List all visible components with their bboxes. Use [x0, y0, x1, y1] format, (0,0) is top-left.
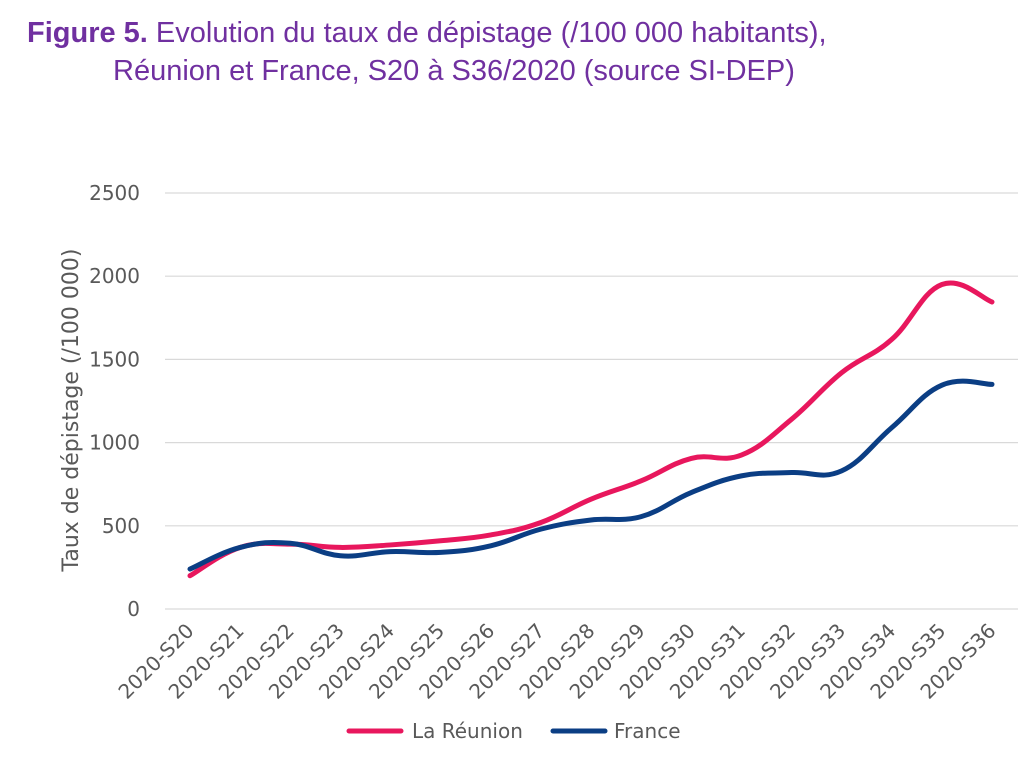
series-lines — [187, 280, 995, 579]
y-axis-tick-labels: 0 500 1000 1500 2000 2500 — [89, 181, 140, 621]
y-tick-label: 2500 — [89, 181, 140, 205]
gridlines — [165, 192, 1018, 610]
y-tick-label: 500 — [102, 514, 140, 538]
y-tick-label: 1000 — [89, 431, 140, 455]
title-text-part2: Réunion et France, S20 à S36/2020 (sourc… — [113, 55, 795, 87]
legend: La Réunion France — [346, 719, 681, 743]
y-tick-label: 0 — [127, 597, 140, 621]
title-text-part1: Evolution du taux de dépistage (/100 000… — [155, 17, 827, 49]
series-line-la-r-union — [187, 280, 995, 579]
title-line-1: Figure 5. Evolution du taux de dépistage… — [0, 14, 1026, 52]
figure-label: Figure 5. — [27, 17, 148, 49]
x-axis-tick-labels: 2020-S202020-S212020-S222020-S232020-S24… — [113, 619, 1000, 704]
figure-title: Figure 5. Evolution du taux de dépistage… — [0, 14, 1026, 90]
y-axis-title: Taux de dépistage (/100 000) — [59, 249, 84, 573]
y-tick-label: 1500 — [89, 347, 140, 371]
series-line-france — [187, 378, 995, 572]
y-tick-label: 2000 — [89, 264, 140, 288]
legend-label: France — [614, 719, 681, 743]
legend-label: La Réunion — [412, 719, 523, 743]
title-line-2: Réunion et France, S20 à S36/2020 (sourc… — [0, 52, 1026, 90]
